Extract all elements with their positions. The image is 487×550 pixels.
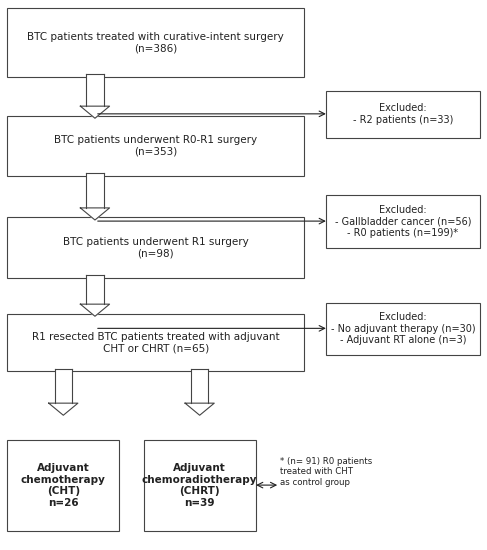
Bar [191, 368, 208, 403]
Polygon shape [80, 106, 110, 118]
Text: Adjuvant
chemotherapy
(CHT)
n=26: Adjuvant chemotherapy (CHT) n=26 [21, 463, 106, 508]
Text: Excluded:
- R2 patients (n=33): Excluded: - R2 patients (n=33) [353, 103, 453, 125]
FancyBboxPatch shape [326, 302, 480, 355]
Text: Excluded:
- No adjuvant therapy (n=30)
- Adjuvant RT alone (n=3): Excluded: - No adjuvant therapy (n=30) -… [331, 312, 475, 345]
FancyBboxPatch shape [7, 8, 304, 77]
Polygon shape [80, 304, 110, 316]
FancyBboxPatch shape [7, 217, 304, 278]
Text: BTC patients underwent R1 surgery
(n=98): BTC patients underwent R1 surgery (n=98) [63, 236, 249, 258]
Text: Excluded:
- Gallbladder cancer (n=56)
- R0 patients (n=199)*: Excluded: - Gallbladder cancer (n=56) - … [335, 205, 471, 238]
Polygon shape [80, 208, 110, 220]
Polygon shape [49, 403, 78, 415]
FancyBboxPatch shape [326, 91, 480, 138]
FancyBboxPatch shape [7, 314, 304, 371]
FancyBboxPatch shape [326, 195, 480, 248]
Bar [86, 74, 104, 106]
Polygon shape [185, 403, 214, 415]
FancyBboxPatch shape [7, 116, 304, 176]
Text: BTC patients treated with curative-intent surgery
(n=386): BTC patients treated with curative-inten… [27, 32, 284, 53]
Bar [86, 173, 104, 208]
Text: Adjuvant
chemoradiotherapy
(CHRT)
n=39: Adjuvant chemoradiotherapy (CHRT) n=39 [142, 463, 258, 508]
Text: BTC patients underwent R0-R1 surgery
(n=353): BTC patients underwent R0-R1 surgery (n=… [54, 135, 258, 157]
FancyBboxPatch shape [144, 440, 256, 531]
Bar [86, 275, 104, 304]
Text: * (n= 91) R0 patients
treated with CHT
as control group: * (n= 91) R0 patients treated with CHT a… [280, 457, 372, 487]
Text: R1 resected BTC patients treated with adjuvant
CHT or CHRT (n=65): R1 resected BTC patients treated with ad… [32, 332, 280, 353]
FancyBboxPatch shape [7, 440, 119, 531]
Bar [55, 368, 72, 403]
